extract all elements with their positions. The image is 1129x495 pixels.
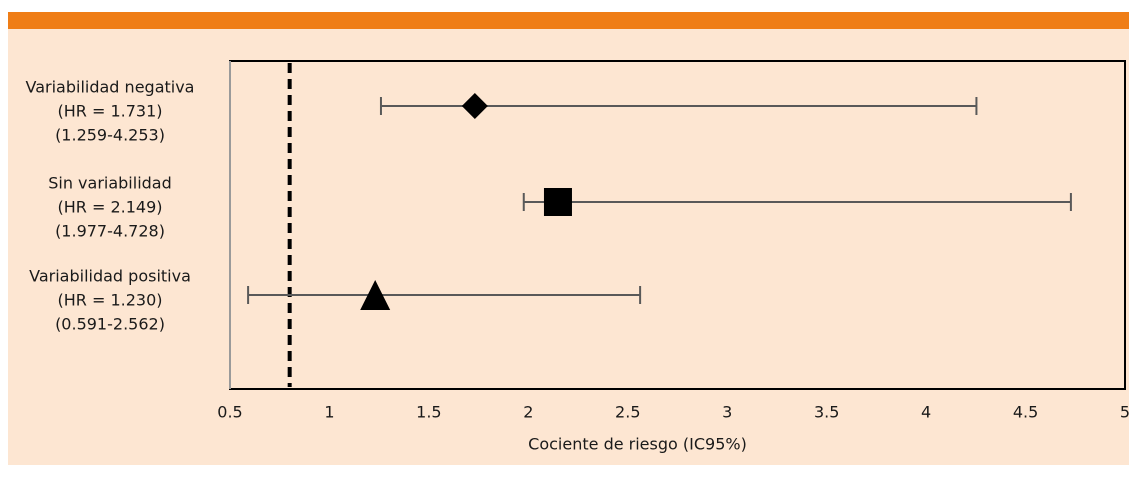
series-label-line: Sin variabilidad	[48, 174, 172, 193]
series-label-line: Variabilidad negativa	[26, 78, 195, 97]
x-tick-label: 3	[722, 403, 732, 422]
x-axis-ticks: 0.5 1 1.5 2 2.5 3 3.5 4 4.5 5	[217, 403, 1129, 422]
x-tick-label: 3.5	[814, 403, 839, 422]
series-row: Variabilidad positiva (HR = 1.230) (0.591-…	[29, 267, 642, 334]
series-label-line: (1.259-4.253)	[55, 126, 165, 145]
triangle-marker	[360, 280, 391, 310]
series-label-line: (HR = 2.149)	[57, 198, 162, 217]
series-label-line: (HR = 1.731)	[57, 102, 162, 121]
series-label-line: Variabilidad positiva	[29, 267, 191, 286]
x-tick-label: 4.5	[1013, 403, 1038, 422]
series-label-line: (1.977-4.728)	[55, 222, 165, 241]
series-label-line: (0.591-2.562)	[55, 315, 165, 334]
series-label-line: (HR = 1.230)	[57, 291, 162, 310]
header-accent-bar	[8, 12, 1129, 29]
plot-area-frame	[229, 60, 1126, 390]
square-marker	[543, 188, 572, 216]
x-tick-label: 1.5	[416, 403, 441, 422]
series-row: Variabilidad negativa (HR = 1.731) (1.259-…	[26, 78, 978, 145]
series-layer: Variabilidad negativa (HR = 1.731) (1.259-…	[26, 78, 1072, 334]
x-tick-label: 4	[921, 403, 931, 422]
x-tick-label: 1	[324, 403, 334, 422]
x-axis-label: Cociente de riesgo (IC95%)	[528, 435, 747, 454]
x-tick-label: 2.5	[615, 403, 640, 422]
x-tick-label: 5	[1120, 403, 1129, 422]
x-tick-label: 0.5	[217, 403, 242, 422]
diamond-marker	[461, 93, 488, 119]
x-tick-label: 2	[523, 403, 533, 422]
series-row: Sin variabilidad (HR = 2.149) (1.977-4.728…	[48, 174, 1072, 241]
